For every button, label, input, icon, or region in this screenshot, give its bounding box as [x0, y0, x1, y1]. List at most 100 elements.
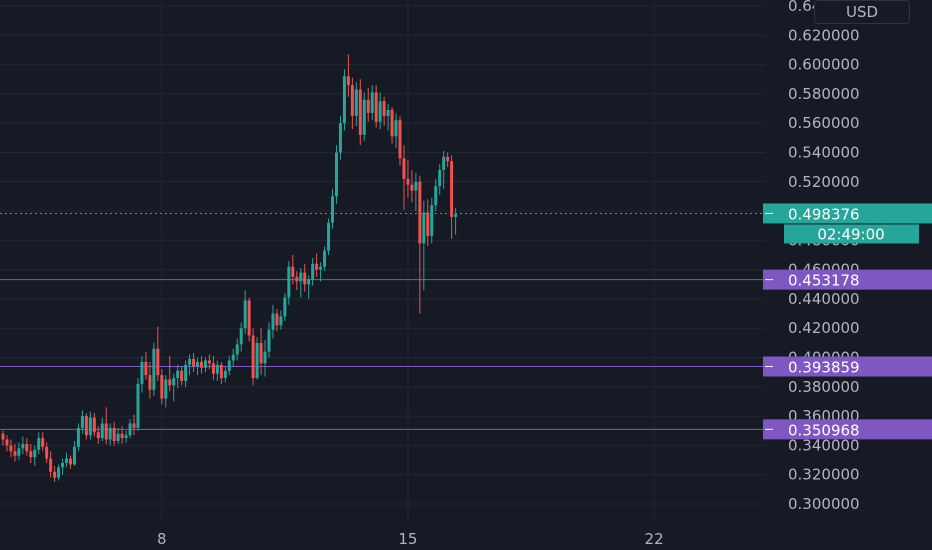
candle-body [203, 360, 207, 368]
candle-body [41, 438, 45, 447]
candle-body [68, 458, 72, 465]
candle-body [156, 348, 160, 376]
candle-body [120, 433, 124, 439]
candle-body [307, 279, 311, 285]
candle [350, 77, 354, 130]
candle [223, 366, 227, 383]
candle [338, 115, 342, 160]
candle [414, 172, 418, 212]
candle-body [410, 184, 414, 191]
y-tick-label: 0.420000 [788, 319, 860, 337]
level-label: 0.453178 [788, 272, 860, 290]
candle [116, 427, 120, 444]
candle [100, 417, 104, 442]
candle-body [200, 361, 203, 368]
candle [1, 430, 5, 446]
candle [215, 360, 219, 381]
candle-body [184, 364, 188, 381]
candle [247, 297, 251, 342]
candle-body [188, 358, 192, 365]
candle-body [148, 375, 152, 390]
candle-body [239, 328, 243, 345]
candle [382, 96, 386, 127]
candle [315, 253, 319, 277]
candle [366, 88, 370, 122]
candle [13, 443, 17, 462]
candle [176, 364, 180, 389]
candle-body [112, 427, 116, 442]
candle-body [104, 423, 108, 440]
candle [299, 268, 303, 298]
candle-body [291, 266, 295, 277]
y-tick-label: 0.320000 [788, 466, 860, 484]
candle [386, 104, 390, 131]
candle-body [438, 170, 442, 187]
candle [259, 328, 263, 376]
candle [92, 413, 96, 437]
y-tick-label: 0.580000 [788, 85, 860, 103]
candle [211, 356, 215, 380]
candle-body [207, 360, 211, 364]
candle [271, 304, 275, 339]
candle [17, 442, 21, 461]
candle-body [406, 178, 410, 185]
candle [207, 354, 211, 370]
candle [279, 310, 283, 330]
candle [132, 414, 136, 436]
candle-body [366, 99, 370, 113]
candle-body [299, 272, 303, 282]
candle [65, 452, 69, 468]
candle-body [128, 423, 132, 436]
candle-body [65, 458, 69, 463]
candle-body [370, 92, 374, 113]
candle-body [1, 433, 5, 440]
candle-body [88, 417, 92, 436]
candle [243, 290, 247, 335]
candle [21, 436, 25, 455]
candle [362, 92, 366, 141]
candle-body [315, 263, 319, 270]
candle [120, 426, 124, 444]
y-tick-label: 0.560000 [788, 114, 860, 132]
candle-body [49, 458, 53, 472]
level-label-bg [763, 356, 932, 377]
candle-body [37, 438, 41, 450]
candle [72, 441, 76, 466]
candle [88, 411, 92, 440]
candle-body [5, 439, 9, 446]
y-tick-label: 0.340000 [788, 436, 860, 454]
candle [295, 271, 299, 291]
candle [454, 208, 458, 235]
candle-body [235, 344, 239, 355]
candle-body [338, 123, 342, 153]
candles [1, 54, 458, 483]
level-label: 0.350968 [788, 421, 860, 439]
candle [188, 354, 192, 376]
candle-body [72, 446, 76, 465]
x-tick-label: 22 [645, 530, 664, 548]
y-tick-label: 0.600000 [788, 56, 860, 74]
candle [140, 356, 144, 393]
candle-body [346, 76, 350, 86]
candle [112, 421, 116, 446]
candle [160, 369, 164, 405]
candle [342, 68, 346, 131]
candle [84, 413, 88, 440]
x-tick-label: 8 [157, 530, 167, 548]
candle [168, 356, 172, 392]
candle-body [386, 109, 390, 116]
candle-body [374, 92, 378, 122]
candle-body [402, 158, 406, 179]
y-tick-label: 0.620000 [788, 26, 860, 44]
candle-body [17, 448, 21, 456]
candle-body [132, 423, 136, 428]
candle-body [430, 205, 434, 236]
candle-body [140, 361, 144, 384]
candle-body [319, 266, 323, 270]
candle [358, 79, 362, 146]
candle-body [303, 272, 307, 285]
candle-body [219, 364, 223, 379]
grid [0, 0, 765, 522]
currency-badge[interactable]: USD [814, 0, 910, 24]
